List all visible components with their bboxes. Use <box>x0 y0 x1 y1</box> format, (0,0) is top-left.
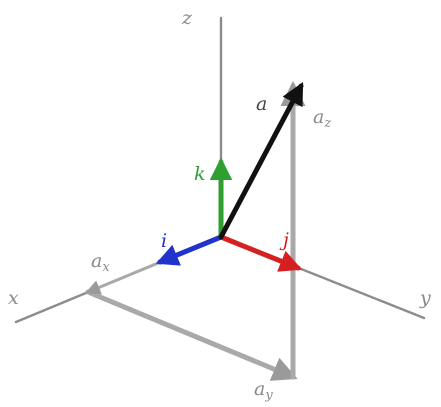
unit-j-label: j <box>279 229 289 251</box>
component-az-label: az <box>313 106 331 131</box>
unit-vector-i <box>155 234 224 266</box>
vector-a <box>218 82 304 240</box>
x-axis-label: x <box>8 287 19 309</box>
component-ay-line <box>85 289 298 381</box>
vector-a-label: a <box>256 93 267 115</box>
y-axis-label: y <box>419 287 431 309</box>
z-axis-label: z <box>181 7 193 29</box>
component-ay-label: ay <box>254 378 273 403</box>
unit-i-label: i <box>161 230 167 252</box>
unit-vector-j <box>218 234 303 272</box>
component-ax-label: ax <box>91 250 110 275</box>
unit-k-label: k <box>194 163 206 185</box>
